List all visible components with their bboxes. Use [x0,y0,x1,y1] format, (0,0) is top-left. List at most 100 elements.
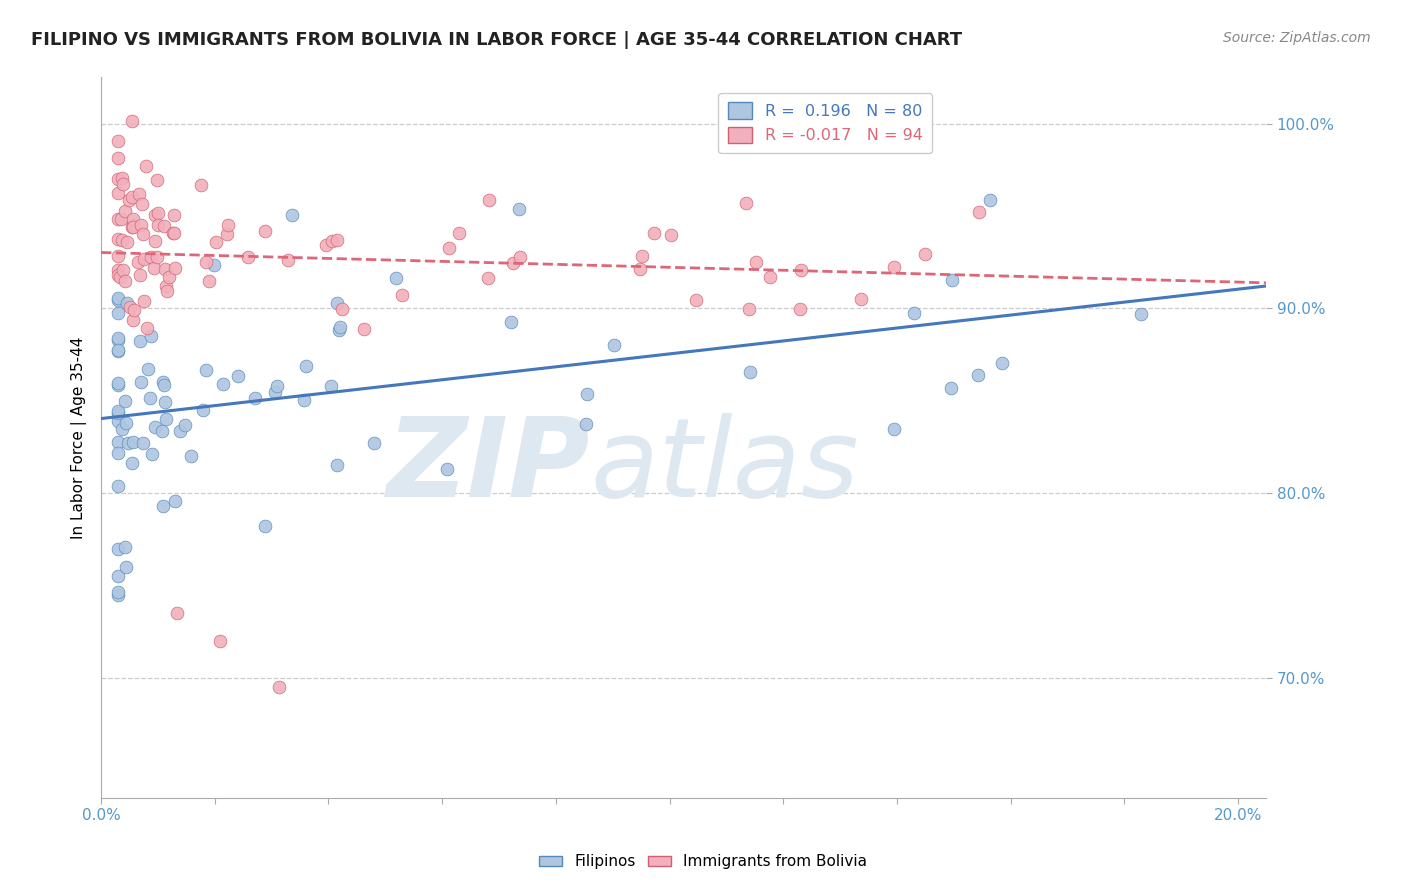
Point [155,279,177,293]
Point [146,205,169,219]
Point [107,306,129,320]
Point [107,403,129,417]
Point [107,446,129,460]
Point [939,381,962,395]
Point [117,436,139,450]
Point [111,233,134,247]
Point [114,203,136,218]
Point [659,228,682,243]
Point [991,355,1014,369]
Point [114,540,136,554]
Point [292,393,315,408]
Point [128,268,150,282]
Point [169,424,191,438]
Point [1130,307,1153,321]
Point [121,190,143,204]
Y-axis label: In Labor Force | Age 35-44: In Labor Force | Age 35-44 [72,336,87,539]
Point [134,252,156,266]
Point [449,226,471,240]
Point [107,186,129,200]
Point [267,680,290,694]
Point [107,231,129,245]
Point [328,323,350,337]
Point [122,313,145,327]
Point [129,376,152,390]
Point [967,205,990,219]
Point [131,197,153,211]
Point [107,585,129,599]
Point [145,173,167,187]
Point [152,375,174,389]
Point [226,369,249,384]
Point [197,274,219,288]
Point [217,227,239,242]
Point [157,269,180,284]
Point [195,362,218,376]
Point [153,395,176,409]
Point [363,435,385,450]
Point [107,268,129,282]
Point [118,300,141,314]
Point [148,219,170,233]
Point [202,258,225,272]
Point [166,607,188,621]
Point [326,233,349,247]
Point [883,422,905,436]
Text: ZIP: ZIP [387,413,591,520]
Point [631,249,654,263]
Point [330,301,353,316]
Point [107,569,129,583]
Point [141,329,163,343]
Point [107,293,129,307]
Point [264,385,287,400]
Point [107,263,129,277]
Point [114,393,136,408]
Point [131,435,153,450]
Point [121,220,143,235]
Point [107,343,129,358]
Point [478,194,501,208]
Point [326,458,349,473]
Point [191,402,214,417]
Point [903,306,925,320]
Point [128,187,150,202]
Point [143,234,166,248]
Point [502,256,524,270]
Point [141,250,163,264]
Point [122,434,145,449]
Point [110,270,132,285]
Point [238,250,260,264]
Point [759,269,782,284]
Point [107,377,129,392]
Point [208,634,231,648]
Point [121,218,143,232]
Point [253,519,276,533]
Point [190,178,212,193]
Point [281,208,304,222]
Point [499,315,522,329]
Point [326,296,349,310]
Point [789,302,811,317]
Point [135,159,157,173]
Point [437,241,460,255]
Point [136,361,159,376]
Point [295,359,318,373]
Point [319,379,342,393]
Point [153,261,176,276]
Point [643,226,665,240]
Point [156,284,179,298]
Point [110,211,132,226]
Point [165,494,187,508]
Point [122,303,145,318]
Point [254,223,277,237]
Point [111,171,134,186]
Point [142,260,165,275]
Point [204,235,226,249]
Point [107,291,129,305]
Point [150,424,173,438]
Point [603,337,626,351]
Point [941,273,963,287]
Point [217,219,239,233]
Point [132,227,155,241]
Point [115,296,138,310]
